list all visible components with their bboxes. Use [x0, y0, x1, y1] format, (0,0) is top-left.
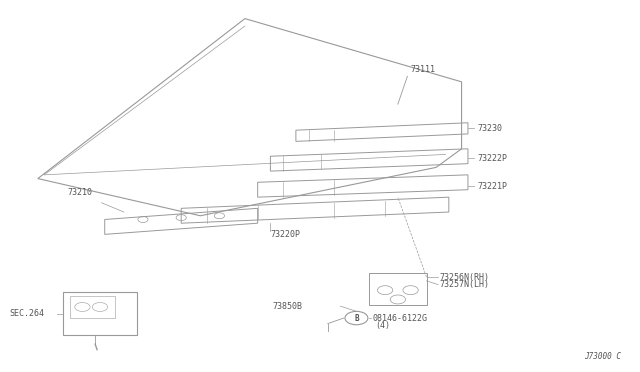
Text: 73257N(LH): 73257N(LH) — [439, 280, 489, 289]
Text: 08146-6122G: 08146-6122G — [372, 314, 428, 323]
Text: (4): (4) — [376, 321, 390, 330]
Text: 73220P: 73220P — [271, 230, 300, 239]
Text: 73230: 73230 — [477, 124, 502, 133]
Text: SEC.264: SEC.264 — [9, 309, 44, 318]
Text: 73111: 73111 — [411, 65, 436, 74]
Text: 73210: 73210 — [67, 188, 92, 197]
Text: 73221P: 73221P — [477, 182, 508, 190]
Text: 73222P: 73222P — [477, 154, 508, 163]
Text: J73000 C: J73000 C — [584, 352, 621, 361]
Text: B: B — [354, 314, 359, 323]
Text: 73850B: 73850B — [272, 302, 302, 311]
Text: 73256N(RH): 73256N(RH) — [439, 273, 489, 282]
